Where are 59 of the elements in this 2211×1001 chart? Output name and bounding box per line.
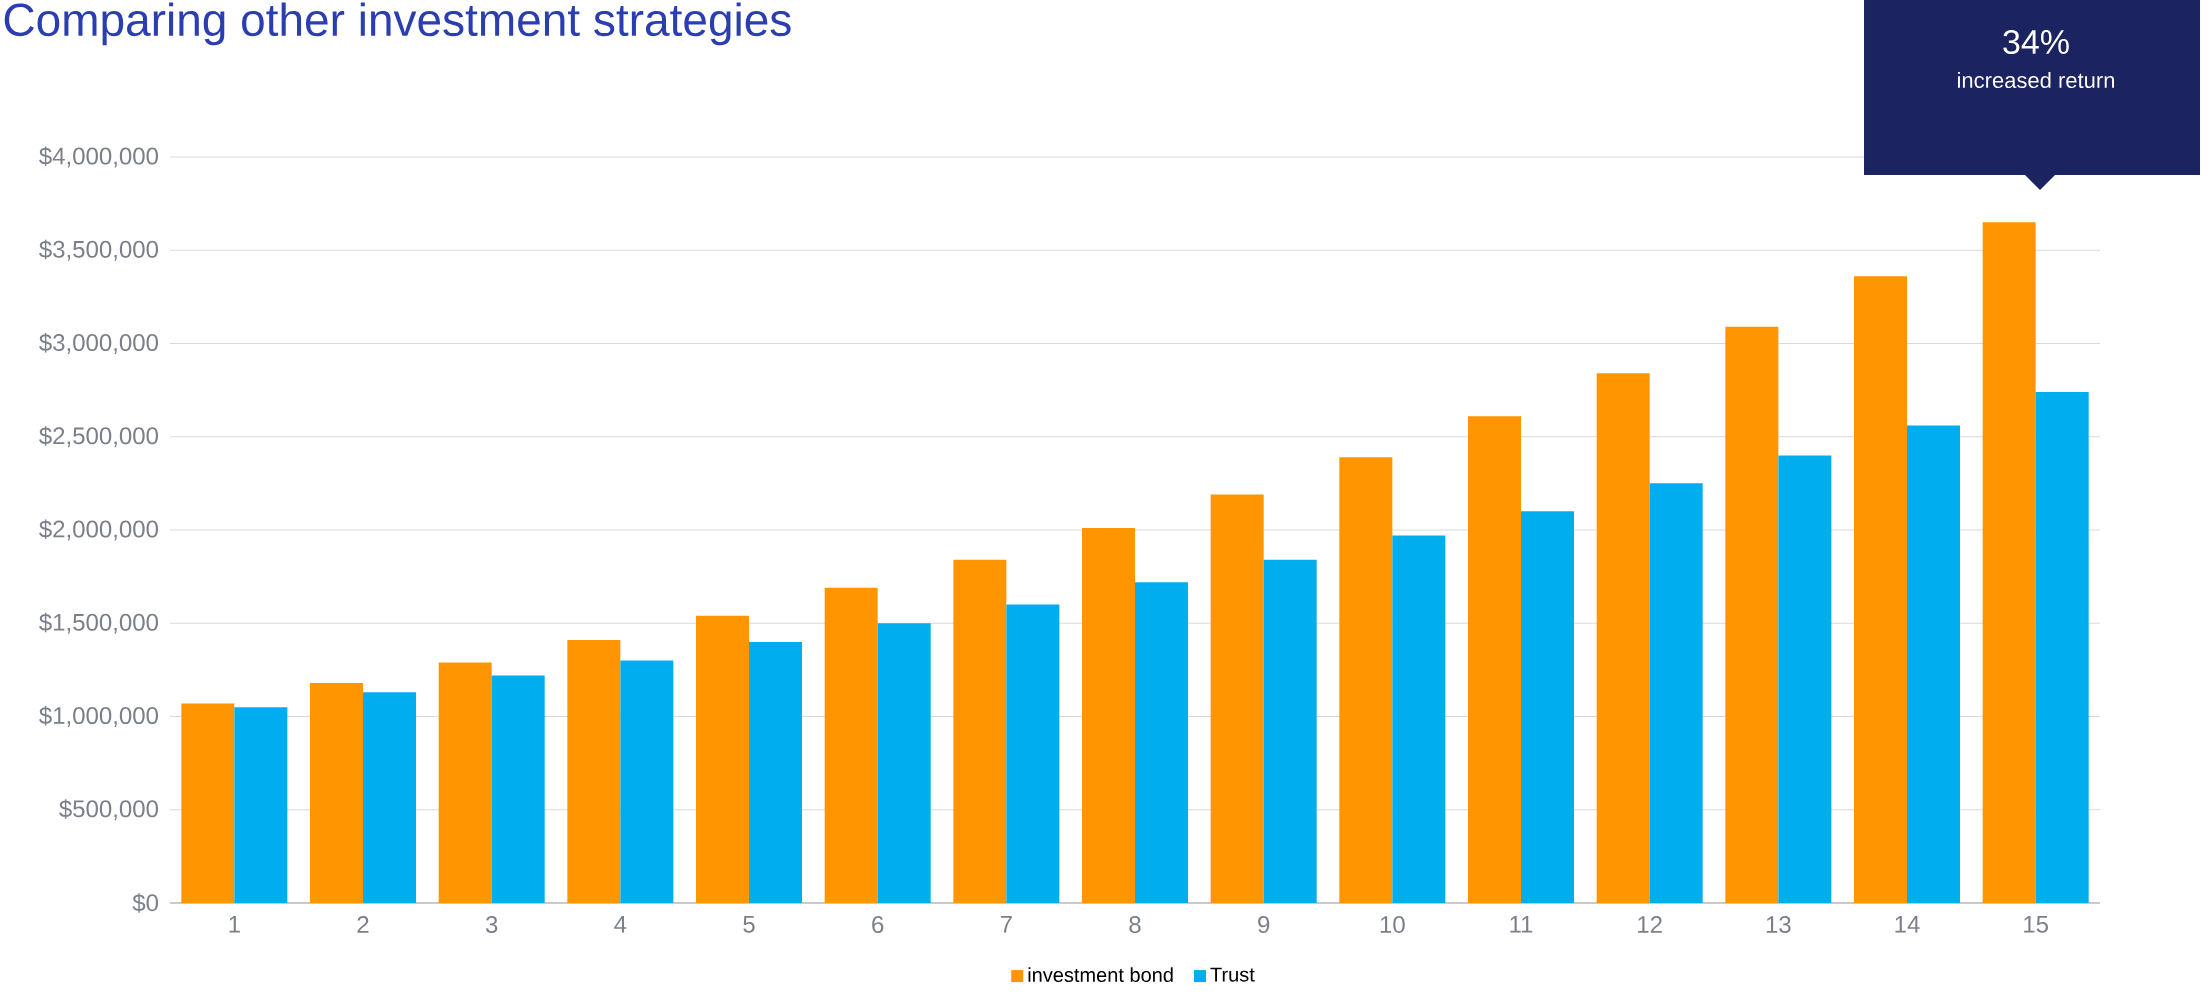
bar — [567, 640, 621, 903]
bar — [1854, 276, 1908, 903]
bar — [953, 559, 1007, 903]
legend-label: investment bond — [1028, 967, 1173, 983]
x-tick-label: 11 — [1510, 916, 1533, 933]
x-tick-label: 14 — [1895, 916, 1920, 933]
bar — [2035, 391, 2089, 903]
x-tick-label: 4 — [614, 916, 627, 933]
bar — [1468, 416, 1522, 903]
bar — [749, 641, 803, 903]
x-tick-label: 6 — [872, 916, 884, 934]
x-tick-label: 2 — [357, 916, 369, 933]
bar — [620, 660, 674, 903]
bar — [1392, 535, 1446, 903]
y-tick-label: $500,000 — [59, 799, 158, 821]
bar — [824, 587, 878, 903]
y-tick-label: $0 — [132, 893, 159, 913]
y-tick-label: $1,500,000 — [39, 612, 159, 634]
bar — [1982, 222, 2036, 903]
chart-title: Comparing other investment strategies — [4, 2, 791, 46]
bar — [877, 623, 931, 903]
bar — [1135, 582, 1189, 903]
y-tick-label: $4,000,000 — [39, 146, 159, 168]
x-tick-label: 8 — [1129, 916, 1141, 934]
bar — [491, 675, 545, 903]
bar — [1339, 457, 1393, 903]
x-tick-label: 10 — [1380, 916, 1405, 934]
bar — [1778, 455, 1832, 903]
x-tick-label: 1 — [229, 916, 240, 933]
bar — [438, 662, 492, 903]
bar — [1907, 425, 1960, 903]
legend-label: Trust — [1210, 967, 1255, 982]
x-tick-label: 12 — [1638, 916, 1662, 933]
bar — [1082, 528, 1136, 903]
bar — [1725, 326, 1779, 903]
x-tick-label: 7 — [1000, 916, 1012, 933]
bar — [1649, 483, 1703, 903]
bar — [1596, 373, 1650, 903]
x-tick-label: 13 — [1766, 916, 1791, 934]
y-tick-label: $3,500,000 — [39, 239, 159, 261]
text: 34% — [2003, 29, 2069, 55]
bar — [310, 682, 364, 903]
y-tick-label: $2,500,000 — [39, 426, 159, 448]
y-tick-label: $3,000,000 — [39, 333, 159, 354]
bar — [181, 703, 235, 903]
x-tick-label: 15 — [2024, 916, 2048, 933]
text: increased return — [1958, 71, 2115, 89]
bar — [1210, 494, 1264, 903]
x-tick-label: 5 — [743, 916, 755, 933]
y-tick-label: $1,000,000 — [39, 706, 159, 727]
bar — [234, 707, 288, 903]
bar — [1263, 559, 1317, 903]
x-tick-label: 9 — [1258, 916, 1270, 934]
bar — [363, 692, 417, 903]
bar — [1006, 604, 1060, 903]
bar — [696, 615, 750, 903]
y-tick-label: $2,000,000 — [39, 519, 159, 541]
x-tick-label: 3 — [485, 916, 498, 934]
bar — [1521, 511, 1575, 903]
